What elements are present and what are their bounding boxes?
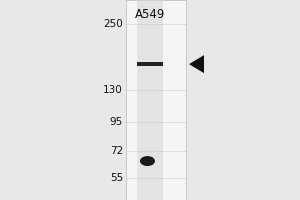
Text: 72: 72 bbox=[110, 146, 123, 156]
Bar bbox=[137, 62, 163, 66]
Text: A549: A549 bbox=[135, 8, 165, 21]
Text: 55: 55 bbox=[110, 173, 123, 183]
Text: 130: 130 bbox=[103, 85, 123, 95]
Circle shape bbox=[140, 156, 155, 166]
Bar bbox=[126, 0, 186, 200]
Bar bbox=[137, 0, 163, 200]
Text: 250: 250 bbox=[103, 19, 123, 29]
Polygon shape bbox=[189, 55, 204, 73]
Text: 95: 95 bbox=[110, 117, 123, 127]
